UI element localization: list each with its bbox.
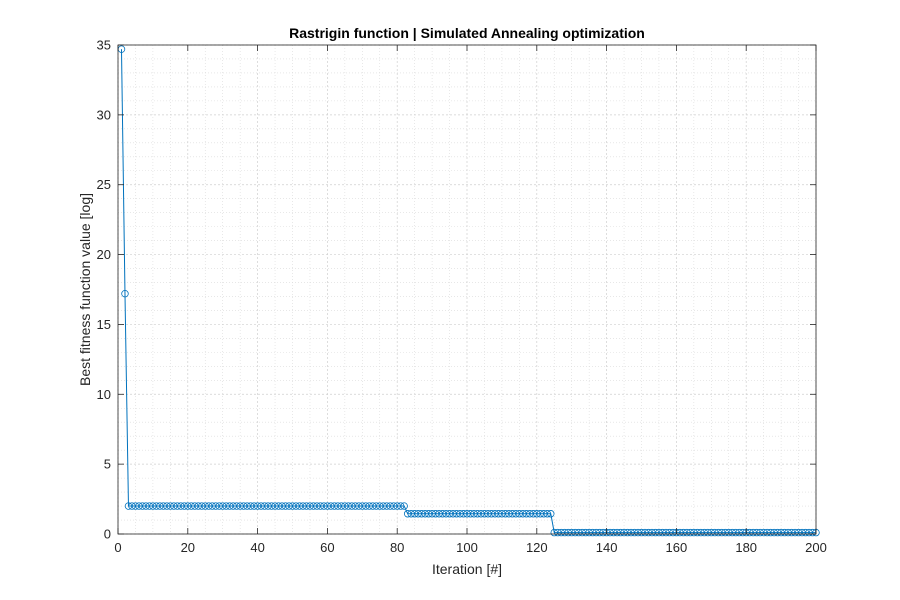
- x-tick-label: 20: [181, 540, 195, 555]
- x-tick-label: 120: [526, 540, 548, 555]
- chart-title: Rastrigin function | Simulated Annealing…: [289, 25, 645, 41]
- x-tick-label: 0: [114, 540, 121, 555]
- x-tick-label: 40: [250, 540, 264, 555]
- data-point: [396, 502, 405, 510]
- x-tick-label: 180: [735, 540, 757, 555]
- y-tick-label: 20: [97, 247, 111, 262]
- series-markers: [117, 45, 820, 537]
- y-tick-label: 10: [97, 387, 111, 402]
- y-tick-label: 25: [97, 177, 111, 192]
- x-tick-label: 140: [596, 540, 618, 555]
- data-point: [400, 502, 408, 510]
- y-tick-label: 35: [97, 38, 111, 53]
- data-point: [543, 510, 551, 518]
- y-tick-label: 5: [104, 457, 111, 472]
- y-tick-label: 0: [104, 527, 111, 542]
- data-point: [547, 510, 555, 518]
- x-tick-label: 60: [320, 540, 334, 555]
- x-axis-label: Iteration [#]: [432, 561, 502, 577]
- y-tick-label: 15: [97, 317, 111, 332]
- x-tick-label: 80: [390, 540, 404, 555]
- grid: [117, 44, 817, 535]
- x-tick-label: 100: [456, 540, 478, 555]
- y-tick-label: 30: [97, 107, 111, 122]
- x-tick-label: 200: [805, 540, 827, 555]
- data-point: [121, 289, 129, 298]
- x-tick-label: 160: [666, 540, 688, 555]
- ticks: 0 20 40 60 80 100 120 140 160 180 200 0 5 10 15 20 25 30 3…: [97, 38, 827, 556]
- y-axis-label: Best fitness function value [log]: [77, 193, 93, 386]
